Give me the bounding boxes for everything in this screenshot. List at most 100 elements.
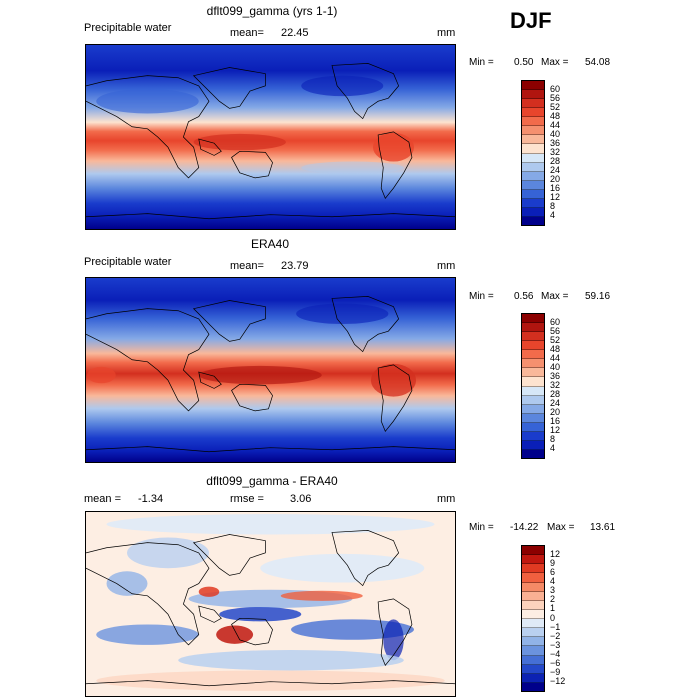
colorbar-segment	[522, 573, 544, 583]
colorbar-segment	[522, 90, 544, 100]
panel-1-max-label: Max =	[541, 57, 569, 68]
panel-3-rmse-value: 3.06	[290, 493, 312, 505]
colorbar-segment	[522, 637, 544, 647]
colorbar-tick-label: 40	[550, 362, 561, 372]
panel-2-unit: mm	[437, 260, 456, 272]
panel-1-variable-label: Precipitable water	[84, 22, 172, 34]
colorbar-segment	[522, 377, 544, 387]
colorbar-segment	[522, 449, 544, 458]
colorbar-tick-label: 4	[550, 576, 556, 587]
colorbar-tick-label: 48	[550, 344, 561, 354]
colorbar-segment	[522, 99, 544, 109]
colorbar-segment	[522, 440, 544, 450]
colorbar-segment	[522, 171, 544, 181]
colorbar-tick-label: 28	[550, 389, 561, 399]
colorbar-tick-label: 60	[550, 317, 561, 327]
colorbar-segment	[522, 564, 544, 574]
colorbar-segment	[522, 108, 544, 118]
panel-1-min-value: 0.50	[514, 57, 534, 68]
colorbar-tick-label: 60	[550, 84, 561, 94]
colorbar-tick-label: −4	[550, 648, 561, 659]
colorbar-tick-label: 20	[550, 407, 561, 417]
colorbar-tick-label: 24	[550, 165, 561, 175]
colorbar-segment	[522, 198, 544, 208]
colorbar-tick-label: 24	[550, 398, 561, 408]
colorbar-tick-label: −1	[550, 621, 561, 632]
colorbar-tick-label: 4	[550, 210, 556, 220]
panel-2-colorbar	[521, 313, 545, 459]
colorbar-tick-label: 32	[550, 147, 561, 157]
colorbar-tick-label: 28	[550, 156, 561, 166]
colorbar-segment	[522, 646, 544, 656]
colorbar-segment	[522, 81, 544, 91]
colorbar-segment	[522, 591, 544, 601]
panel-3-title: dflt099_gamma - ERA40	[206, 474, 338, 488]
colorbar-segment	[522, 314, 544, 324]
colorbar-tick-label: 6	[550, 567, 556, 578]
colorbar-segment	[522, 600, 544, 610]
colorbar-tick-label: 44	[550, 353, 561, 363]
colorbar-tick-label: 12	[550, 425, 561, 435]
colorbar-tick-label: 3	[550, 585, 556, 596]
colorbar-tick-label: −9	[550, 666, 561, 677]
colorbar-segment	[522, 628, 544, 638]
colorbar-tick-label: 16	[550, 416, 561, 426]
panel-1-mean-label: mean=	[230, 27, 264, 39]
colorbar-segment	[522, 682, 544, 691]
panel-2-min-value: 0.56	[514, 291, 534, 302]
colorbar-segment	[522, 655, 544, 665]
colorbar-tick-label: −2	[550, 630, 561, 641]
panel-2-mean-value: 23.79	[281, 260, 309, 272]
colorbar-tick-label: 52	[550, 102, 561, 112]
colorbar-segment	[522, 126, 544, 136]
colorbar-segment	[522, 216, 544, 225]
colorbar-tick-label: 52	[550, 335, 561, 345]
colorbar-tick-label: 9	[550, 558, 556, 569]
colorbar-tick-label: 12	[550, 192, 561, 202]
colorbar-segment	[522, 135, 544, 145]
panel-1-title: dflt099_gamma (yrs 1-1)	[206, 4, 338, 18]
panel-3-min-value: -14.22	[510, 522, 539, 533]
colorbar-segment	[522, 341, 544, 351]
panel-1-unit: mm	[437, 27, 456, 39]
panel-3-rmse-label: rmse =	[230, 493, 264, 505]
colorbar-segment	[522, 350, 544, 360]
colorbar-tick-label: 48	[550, 111, 561, 121]
panel-3-min-label: Min =	[469, 522, 494, 533]
colorbar-tick-label: 44	[550, 120, 561, 130]
colorbar-segment	[522, 180, 544, 190]
colorbar-tick-label: 8	[550, 201, 556, 211]
panel-3-colorbar	[521, 545, 545, 692]
panel-2-map	[85, 277, 456, 463]
panel-1-mean-value: 22.45	[281, 27, 309, 39]
colorbar-tick-label: 0	[550, 612, 556, 623]
colorbar-tick-label: 1	[550, 603, 556, 614]
panel-2-min-label: Min =	[469, 291, 494, 302]
colorbar-segment	[522, 664, 544, 674]
colorbar-tick-label: 40	[550, 129, 561, 139]
panel-2-mean-label: mean=	[230, 260, 264, 272]
colorbar-segment	[522, 609, 544, 619]
colorbar-segment	[522, 117, 544, 127]
colorbar-segment	[522, 162, 544, 172]
colorbar-tick-label: 16	[550, 183, 561, 193]
colorbar-tick-label: 2	[550, 594, 556, 605]
colorbar-segment	[522, 153, 544, 163]
colorbar-tick-label: 20	[550, 174, 561, 184]
colorbar-tick-label: 32	[550, 380, 561, 390]
colorbar-segment	[522, 368, 544, 378]
colorbar-segment	[522, 323, 544, 333]
colorbar-segment	[522, 359, 544, 369]
colorbar-segment	[522, 431, 544, 441]
colorbar-segment	[522, 386, 544, 396]
colorbar-segment	[522, 332, 544, 342]
panel-1-map	[85, 44, 456, 230]
panel-2-variable-label: Precipitable water	[84, 256, 172, 268]
colorbar-segment	[522, 673, 544, 683]
panel-2-max-value: 59.16	[585, 291, 611, 302]
season-label: DJF	[510, 8, 552, 33]
colorbar-tick-label: 36	[550, 371, 561, 381]
panel-3-max-value: 13.61	[590, 522, 616, 533]
colorbar-segment	[522, 546, 544, 556]
panel-3-map	[85, 511, 456, 697]
